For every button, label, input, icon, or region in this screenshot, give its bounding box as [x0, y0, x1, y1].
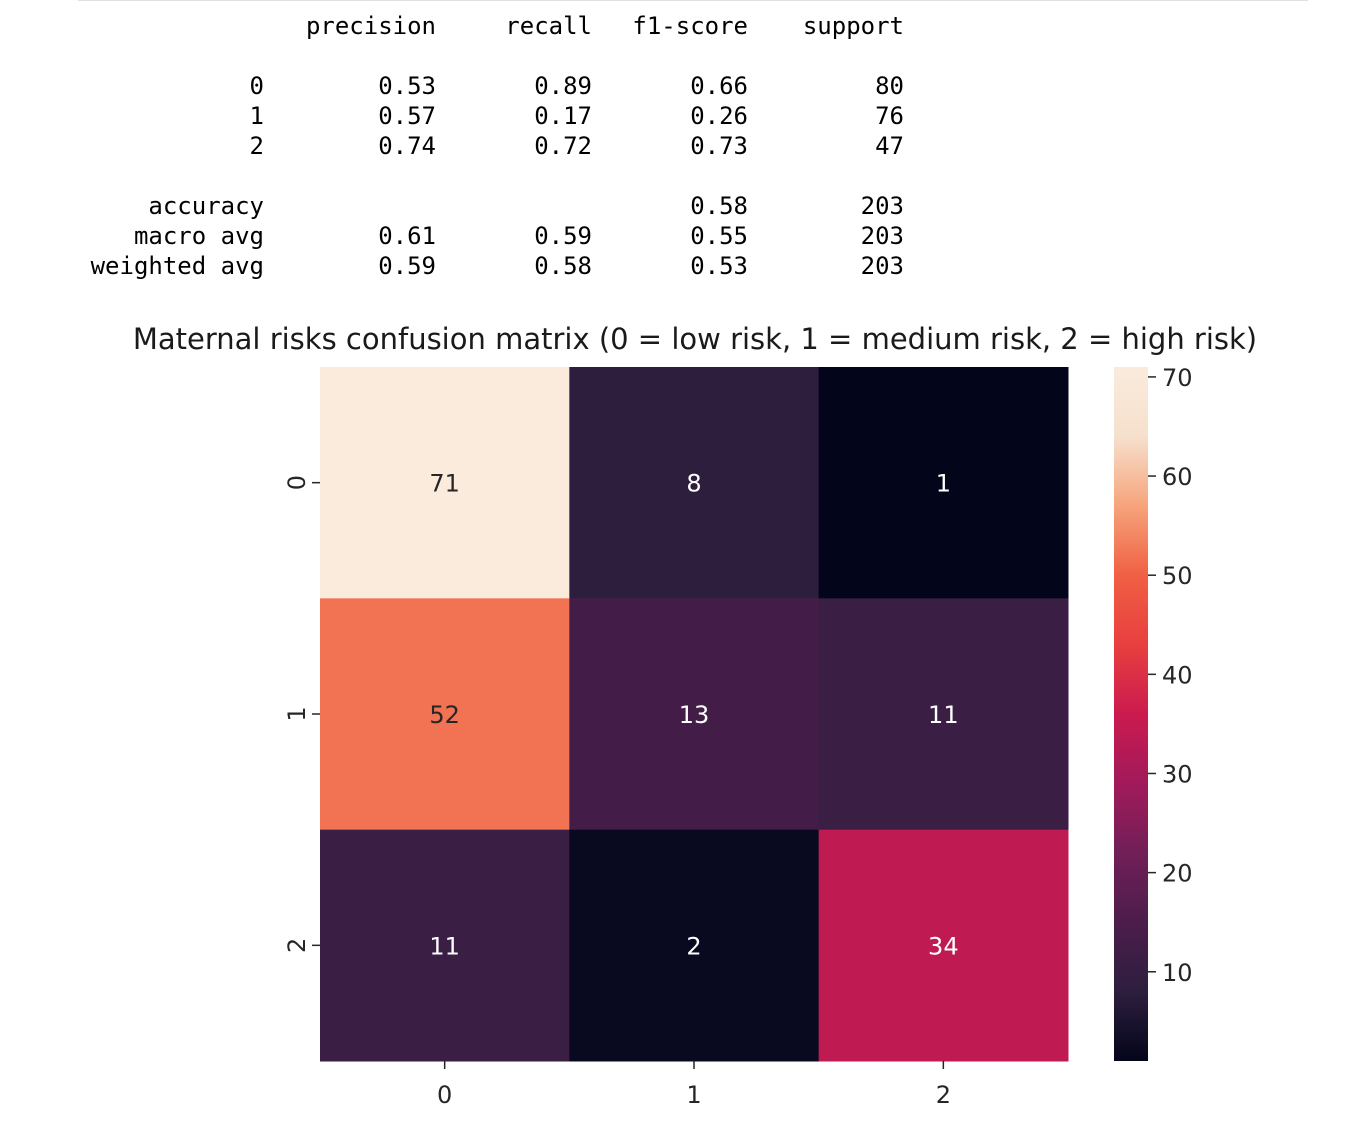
- report-row-label: 0: [249, 72, 264, 100]
- report-cell: 0.55: [690, 222, 748, 250]
- report-cell: 0.58: [690, 192, 748, 220]
- report-cell: 203: [860, 222, 904, 250]
- y-tick-label: 2: [283, 938, 311, 953]
- report-cell: 0.53: [378, 72, 436, 100]
- colorbar-tick-label: 70: [1162, 364, 1193, 392]
- report-cell: 80: [875, 72, 904, 100]
- report-row-label: 1: [249, 102, 264, 130]
- report-cell: 0.72: [534, 132, 592, 160]
- report-cell: 0.58: [534, 252, 592, 280]
- colorbar-tick-label: 20: [1162, 860, 1193, 888]
- cell-value-label: 8: [686, 470, 701, 498]
- colorbar-tick-label: 10: [1162, 959, 1193, 987]
- y-tick-label: 0: [283, 475, 311, 490]
- report-row-label: accuracy: [148, 192, 264, 220]
- cell-value-label: 11: [429, 932, 460, 960]
- report-cell: 203: [860, 192, 904, 220]
- report-header: f1-score: [632, 12, 748, 40]
- report-cell: 0.73: [690, 132, 748, 160]
- heatmap-cell: [818, 598, 1069, 831]
- report-header: support: [802, 12, 904, 40]
- colorbar-tick-label: 40: [1162, 661, 1193, 689]
- heatmap-cell: [818, 367, 1069, 599]
- report-cell: 0.59: [378, 252, 436, 280]
- cell-value-label: 34: [928, 932, 959, 960]
- report-cell: 0.74: [378, 132, 436, 160]
- report-cell: 0.59: [534, 222, 592, 250]
- output-top-divider: [78, 0, 1308, 1]
- report-row-label: macro avg: [133, 222, 264, 250]
- x-tick-label: 0: [437, 1081, 452, 1109]
- x-tick-label: 2: [936, 1081, 951, 1109]
- heatmap-cell: [569, 829, 820, 1062]
- report-cell: 0.53: [690, 252, 748, 280]
- heatmap-cell: [569, 367, 820, 599]
- heatmap-cell: [320, 367, 570, 599]
- cell-value-label: 71: [429, 470, 460, 498]
- report-cell: 203: [860, 252, 904, 280]
- y-tick-label: 1: [283, 706, 311, 721]
- colorbar-tick-label: 50: [1162, 562, 1193, 590]
- cell-value-label: 52: [429, 701, 460, 729]
- report-cell: 76: [875, 102, 904, 130]
- report-cell: 47: [875, 132, 904, 160]
- report-cell: 0.17: [534, 102, 592, 130]
- chart-title: Maternal risks confusion matrix (0 = low…: [132, 322, 1258, 356]
- colorbar-tick-label: 60: [1162, 463, 1193, 491]
- report-cell: 0.61: [378, 222, 436, 250]
- heatmap-cell: [320, 598, 570, 831]
- report-header: recall: [505, 12, 592, 40]
- heatmap-cell: [569, 598, 820, 831]
- heatmap-cell: [818, 829, 1069, 1062]
- cell-value-label: 2: [686, 932, 701, 960]
- heatmap-cell: [320, 829, 570, 1062]
- report-cell: 0.26: [690, 102, 748, 130]
- report-row-label: weighted avg: [90, 252, 264, 280]
- report-row-label: 2: [249, 132, 264, 160]
- cell-value-label: 13: [679, 701, 710, 729]
- cell-value-label: 1: [936, 470, 951, 498]
- classification-report: precision recall f1-score support 0 0.53 0.89 0…: [0, 0, 1358, 300]
- report-cell: 0.57: [378, 102, 436, 130]
- report-cell: 0.89: [534, 72, 592, 100]
- cell-value-label: 11: [928, 701, 959, 729]
- x-tick-label: 1: [686, 1081, 701, 1109]
- colorbar-tick-label: 30: [1162, 760, 1193, 788]
- report-header: precision: [305, 12, 436, 40]
- colorbar: [1114, 367, 1148, 1061]
- report-cell: 0.66: [690, 72, 748, 100]
